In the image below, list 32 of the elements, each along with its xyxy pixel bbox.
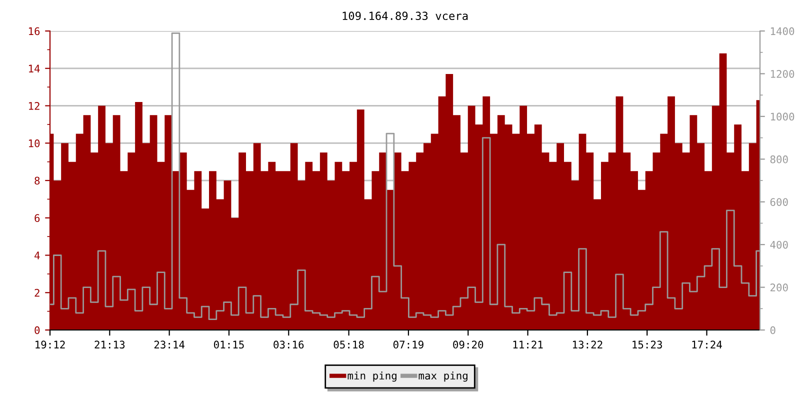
x-tick-label: 07:19 <box>393 340 424 349</box>
x-tick-label: 05:18 <box>334 340 364 349</box>
y-tick-label: 12 <box>28 102 40 110</box>
y-tick-label: 2 <box>34 288 40 297</box>
y-tick-label: 4 <box>34 252 40 260</box>
x-tick-label: 11:21 <box>513 340 543 348</box>
x-tick-label: 13:22 <box>573 340 602 349</box>
y-tick-label: 6 <box>34 214 40 222</box>
y2-tick-label: 0 <box>770 326 776 334</box>
y2-tick-label: 1000 <box>770 112 794 121</box>
legend-label: min ping <box>348 372 396 382</box>
x-tick-label: 23:14 <box>154 340 184 349</box>
y2-tick-label: 800 <box>770 155 788 164</box>
x-tick-label: 21:13 <box>94 340 125 349</box>
y2-tick-label: 200 <box>770 284 788 292</box>
chart-title: 109.164.89.33 vcera <box>342 12 468 20</box>
x-tick-label: 19:12 <box>36 340 65 349</box>
y-tick-label: 8 <box>34 176 40 185</box>
x-tick-label: 01:15 <box>214 340 244 349</box>
x-tick-label: 03:16 <box>274 340 304 349</box>
y2-tick-label: 400 <box>770 240 788 249</box>
x-tick-label: 15:23 <box>632 340 662 349</box>
y-tick-label: 0 <box>34 326 40 334</box>
y-tick-label: 16 <box>28 27 40 36</box>
legend-label: max ping <box>418 372 468 382</box>
y2-tick-label: 600 <box>770 198 788 206</box>
y-tick-label: 10 <box>28 139 40 148</box>
y2-tick-label: 1400 <box>770 27 794 36</box>
x-tick-label: 09:20 <box>453 340 484 349</box>
x-tick-label: 17:24 <box>692 340 722 348</box>
y-tick-label: 14 <box>28 64 40 72</box>
y2-tick-label: 1200 <box>770 70 794 78</box>
